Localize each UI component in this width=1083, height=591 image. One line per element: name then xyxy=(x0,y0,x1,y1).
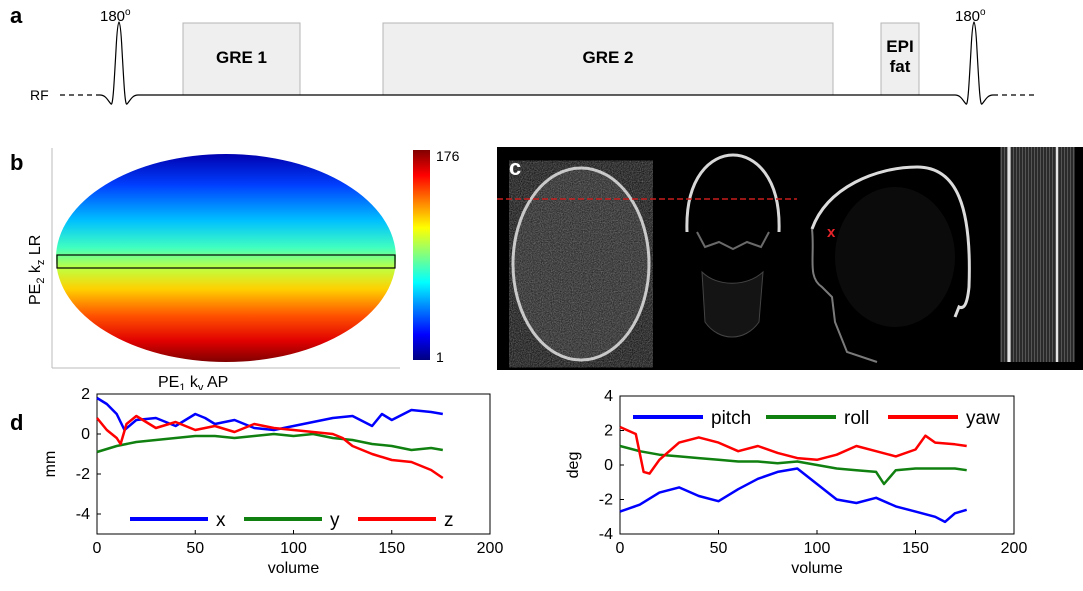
temporal-stack xyxy=(1000,147,1075,362)
y-tick-label: -4 xyxy=(599,526,613,543)
series-line-pitch xyxy=(619,467,968,524)
panel-label-d: d xyxy=(10,410,24,435)
series-line-roll xyxy=(619,444,967,486)
epi-fat-label: EPI fat xyxy=(886,37,914,76)
legend-label-pitch: pitch xyxy=(711,408,751,429)
y-tick-label: 0 xyxy=(81,426,90,443)
x-tick-label: 0 xyxy=(93,540,102,557)
legend-label-roll: roll xyxy=(844,408,869,429)
series-line-z xyxy=(96,414,444,480)
y-tick-label: -2 xyxy=(599,492,613,509)
motion-charts: 0 50 100 150 200 2 0 -2 -4 volume mm x y z 0 50 100 150 2… xyxy=(42,386,1027,577)
x-axis-label: volume xyxy=(791,560,843,577)
gre2-label: GRE 2 xyxy=(582,48,634,67)
y-tick-label: -2 xyxy=(76,466,90,483)
y-tick-label: 0 xyxy=(604,457,613,474)
coronal-slice xyxy=(685,153,781,233)
y-axis-label: mm xyxy=(42,451,59,478)
kspace-xlabel: PE1 ky AP xyxy=(158,374,228,390)
series-line-yaw xyxy=(619,425,967,475)
kspace-ylabel: PE2 kz LR xyxy=(27,235,47,305)
legend-label-y: y xyxy=(330,510,340,531)
plot-frame xyxy=(96,393,491,535)
legend-label-yaw: yaw xyxy=(966,408,1000,429)
x-tick-label: 50 xyxy=(710,540,728,557)
kspace-panel: 176 1 PE1 ky AP PE2 kz LR xyxy=(27,148,460,390)
y-tick-label: 4 xyxy=(604,388,613,405)
translation-chart: 0 50 100 150 200 2 0 -2 -4 volume mm x y z xyxy=(42,386,503,577)
y-tick-label: 2 xyxy=(604,423,613,440)
sagittal-brain xyxy=(835,187,955,327)
colorbar-max: 176 xyxy=(436,148,460,164)
series-line-x xyxy=(96,396,444,432)
series-line-y xyxy=(96,432,444,454)
kspace-ellipse xyxy=(56,154,396,362)
panel-label-c: c xyxy=(509,155,521,180)
epi-fat-block xyxy=(880,22,920,96)
colorbar xyxy=(413,150,430,360)
sagittal-face xyxy=(811,228,878,363)
recon-marker: x xyxy=(827,224,836,241)
coronal-lower xyxy=(696,231,770,251)
coronal-jaw xyxy=(701,270,764,338)
x-tick-label: 100 xyxy=(280,540,307,557)
legend-label-z: z xyxy=(444,510,454,531)
x-tick-label: 100 xyxy=(804,540,831,557)
pulse-left-label: 180o xyxy=(100,7,131,25)
kspace-center-band xyxy=(56,254,396,269)
x-tick-label: 200 xyxy=(477,540,504,557)
rf-waveform xyxy=(99,21,994,105)
panel-label-a: a xyxy=(10,3,23,28)
gre1-label: GRE 1 xyxy=(215,48,268,67)
rotation-chart: 0 50 100 150 200 4 2 0 -2 -4 volume deg pitch roll yaw xyxy=(565,388,1027,577)
x-tick-label: 50 xyxy=(186,540,204,557)
pulse-sequence-diagram: 180o 180o RF xyxy=(30,7,1035,105)
sagittal-skull xyxy=(810,165,971,318)
axial-texture xyxy=(521,178,641,350)
pulse-right-label: 180o xyxy=(955,7,986,25)
x-tick-label: 150 xyxy=(378,540,405,557)
rf-label: RF xyxy=(30,87,49,103)
x-axis-label: volume xyxy=(268,560,320,577)
y-tick-label: 2 xyxy=(81,386,90,403)
y-tick-label: -4 xyxy=(76,506,90,523)
colorbar-min: 1 xyxy=(436,349,444,365)
y-axis-label: deg xyxy=(565,452,582,479)
x-tick-label: 200 xyxy=(1001,540,1028,557)
gre1-block xyxy=(182,22,301,96)
legend-label-x: x xyxy=(216,510,226,531)
recon-images-panel: x c xyxy=(497,147,1083,370)
panel-label-b: b xyxy=(10,150,24,175)
x-tick-label: 0 xyxy=(616,540,625,557)
x-tick-label: 150 xyxy=(902,540,929,557)
